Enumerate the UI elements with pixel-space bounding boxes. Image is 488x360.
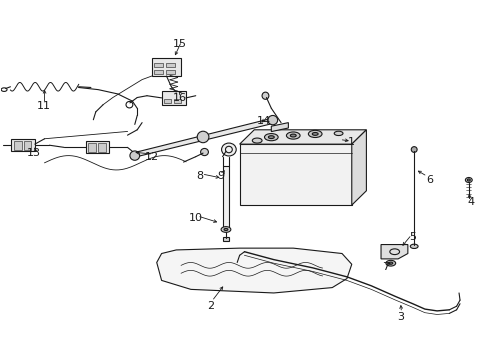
Text: 4: 4	[467, 197, 474, 207]
Ellipse shape	[221, 226, 230, 232]
Bar	[88, 143, 96, 152]
Ellipse shape	[262, 92, 268, 99]
Text: 12: 12	[144, 152, 159, 162]
Bar	[222, 166, 229, 228]
Polygon shape	[239, 144, 351, 205]
Ellipse shape	[267, 116, 277, 125]
Text: 14: 14	[256, 116, 270, 126]
Ellipse shape	[312, 132, 318, 135]
Text: 5: 5	[408, 232, 415, 242]
Bar	[166, 63, 175, 67]
Ellipse shape	[388, 262, 392, 264]
Bar	[154, 69, 163, 74]
Bar	[154, 63, 163, 67]
Text: 1: 1	[347, 138, 355, 147]
Bar	[11, 139, 35, 151]
Ellipse shape	[286, 132, 300, 139]
Bar	[161, 91, 185, 105]
Ellipse shape	[268, 136, 274, 139]
Bar	[222, 237, 229, 241]
Ellipse shape	[467, 179, 469, 181]
Text: 11: 11	[37, 102, 50, 112]
Polygon shape	[380, 244, 407, 259]
Bar	[23, 140, 31, 149]
Ellipse shape	[197, 131, 208, 143]
Ellipse shape	[224, 228, 227, 230]
Text: 13: 13	[27, 148, 41, 158]
Text: 7: 7	[382, 262, 388, 272]
Ellipse shape	[410, 147, 416, 152]
Ellipse shape	[252, 138, 262, 143]
Ellipse shape	[409, 244, 417, 248]
Bar	[14, 140, 21, 149]
Text: 6: 6	[426, 175, 432, 185]
Bar	[152, 58, 181, 76]
Text: 15: 15	[173, 39, 187, 49]
Bar	[166, 69, 175, 74]
Ellipse shape	[308, 130, 322, 138]
Ellipse shape	[385, 260, 395, 266]
Ellipse shape	[130, 151, 140, 160]
Bar	[86, 141, 109, 153]
Text: 16: 16	[173, 93, 187, 103]
Ellipse shape	[264, 134, 278, 141]
Polygon shape	[351, 130, 366, 205]
Text: 2: 2	[206, 301, 213, 311]
Polygon shape	[271, 123, 288, 132]
Text: 9: 9	[217, 171, 224, 181]
Text: 3: 3	[396, 312, 403, 322]
Ellipse shape	[221, 143, 236, 156]
Ellipse shape	[200, 148, 208, 156]
Ellipse shape	[465, 177, 471, 183]
Bar	[98, 143, 106, 152]
Polygon shape	[132, 117, 276, 158]
Ellipse shape	[333, 131, 342, 135]
Text: 8: 8	[196, 171, 203, 181]
Ellipse shape	[290, 134, 296, 137]
Bar	[173, 99, 181, 103]
Polygon shape	[239, 130, 366, 144]
Bar	[163, 99, 171, 103]
Text: 10: 10	[188, 213, 203, 222]
Polygon shape	[157, 248, 351, 293]
